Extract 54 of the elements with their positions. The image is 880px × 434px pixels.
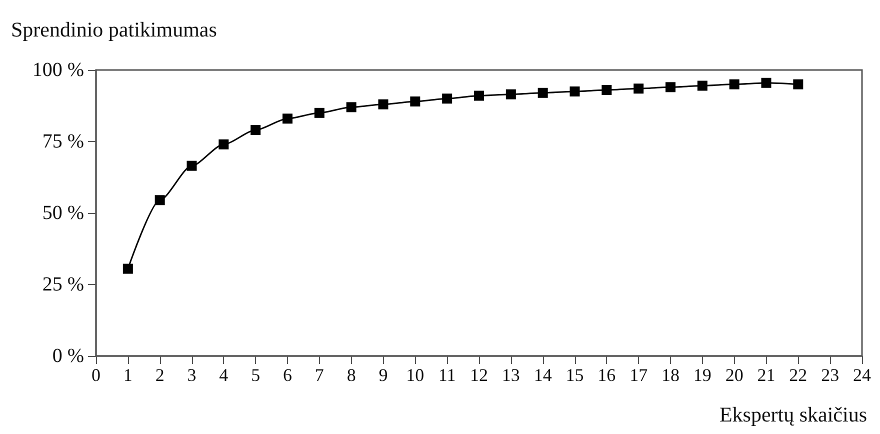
point [474,90,484,101]
point [314,108,324,118]
point [793,79,804,90]
x-tick-label: 1 [123,365,132,385]
x-tick-label: 0 [92,365,100,385]
point [729,79,740,90]
x-tick-label: 11 [438,365,456,385]
point [378,99,388,110]
x-tick-label: 18 [662,365,680,385]
y-tick-label: 25 % [42,274,84,296]
point [122,264,133,274]
x-tick-label: 14 [534,365,552,385]
point [410,96,420,106]
point [442,94,452,104]
y-tick-label: 0 % [52,345,84,367]
point [666,82,676,92]
x-tick-label: 12 [470,365,488,385]
point [570,86,580,96]
x-tick-label: 17 [630,365,648,385]
x-tick-label: 9 [378,365,388,385]
point [282,114,292,124]
point [346,102,356,112]
point [154,195,165,206]
x-tick-label: 10 [406,365,424,385]
point [602,85,612,96]
x-tick-label: 23 [821,365,840,385]
x-tick-label: 5 [251,365,260,385]
point [697,80,708,91]
x-axis-title: Ekspertų skaičius [719,402,868,426]
x-tick-label: 4 [219,365,228,385]
x-tick-label: 15 [566,365,584,385]
y-tick-label: 50 % [42,202,84,224]
point [506,89,516,100]
point [218,139,229,150]
point [634,84,644,94]
x-tick-label: 16 [598,365,616,385]
point [538,88,548,98]
y-axis-title: Sprendinio patikimumas [11,18,217,42]
x-tick-label: 7 [314,365,324,385]
x-tick-label: 22 [789,365,808,385]
point [761,78,772,88]
x-tick-label: 20 [725,365,744,385]
x-tick-label: 6 [283,365,292,385]
x-tick-label: 19 [693,365,712,385]
y-tick-label: 100 % [32,59,84,81]
point [250,125,261,136]
y-tick-label: 75 % [42,130,84,152]
x-tick-label: 2 [155,365,164,385]
x-tick-label: 13 [502,365,520,385]
point [186,160,197,171]
x-tick-label: 3 [187,365,196,385]
x-tick-label: 21 [757,365,776,385]
x-tick-label: 8 [346,365,356,385]
x-tick-label: 24 [853,365,871,385]
